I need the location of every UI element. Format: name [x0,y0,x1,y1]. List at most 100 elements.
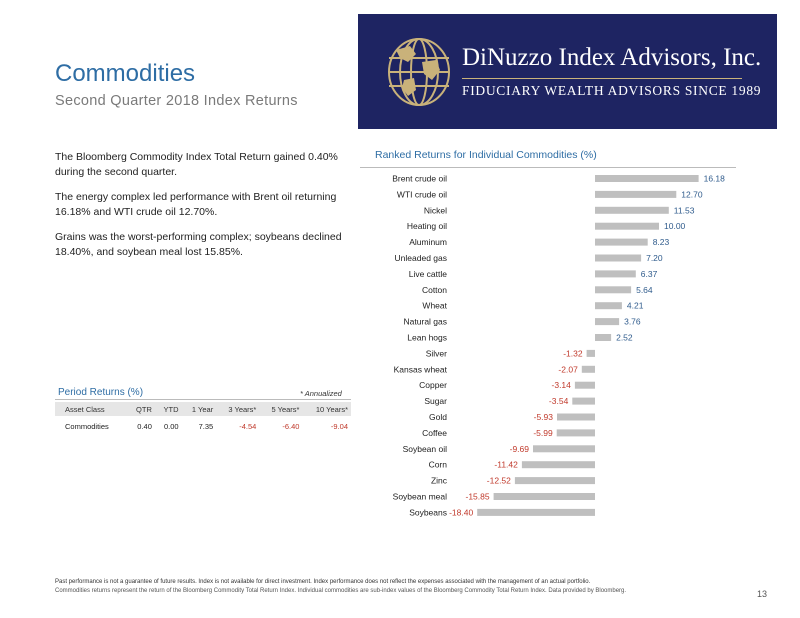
bar-heating-oil [595,222,659,230]
value-label-soybean-oil: -9.69 [510,444,530,454]
bar-gold [557,413,595,421]
header-10-years: 10 Years* [302,402,351,416]
category-label-kansas-wheat: Kansas wheat [394,364,448,374]
header-qtr: QTR [127,402,155,416]
value-label-coffee: -5.99 [533,428,553,438]
chart-title: Ranked Returns for Individual Commoditie… [375,149,597,161]
header-ytd: YTD [154,402,182,416]
cell-asset-class: Commodities [65,421,109,431]
value-label-wheat: 4.21 [627,301,644,311]
value-label-gold: -5.93 [534,412,554,422]
bar-wti-crude-oil [595,190,677,198]
narrative-paragraph-3: Grains was the worst-performing complex;… [55,231,342,258]
header-3-years: 3 Years* [216,402,260,416]
period-returns-title: Period Returns (%) [58,387,144,398]
cell-3-years: -4.54 [239,421,257,431]
category-label-aluminum: Aluminum [409,237,447,247]
bar-nickel [595,206,669,214]
value-label-silver: -1.32 [563,348,583,358]
bar-coffee [556,429,595,437]
cell-10-years: -9.04 [330,421,348,431]
header-5-years: 5 Years* [259,402,303,416]
bar-unleaded-gas [595,254,642,262]
chart-title-rule [360,167,736,168]
period-returns-header-row: Asset Class QTR YTD 1 Year 3 Years* 5 Ye… [55,402,351,416]
logo-divider [462,78,742,79]
category-label-coffee: Coffee [422,428,447,438]
page-number: 13 [757,589,768,599]
bar-wheat [595,302,622,310]
category-label-silver: Silver [426,348,447,358]
bar-silver [586,349,595,357]
value-label-sugar: -3.54 [549,396,569,406]
category-label-nickel: Nickel [424,205,447,215]
period-returns-table: Asset Class QTR YTD 1 Year 3 Years* 5 Ye… [55,402,351,436]
company-name: DiNuzzo Index Advisors, Inc. [462,44,762,71]
value-label-zinc: -12.52 [487,476,511,486]
disclaimer-line-2: Commodities returns represent the return… [55,588,627,594]
company-logo-banner: DiNuzzo Index Advisors, Inc. FIDUCIARY W… [358,14,777,129]
header-asset-class: Asset Class [55,402,128,416]
category-label-corn: Corn [429,460,448,470]
bar-corn [521,461,595,469]
ranked-returns-chart: Brent crude oil 16.18 WTI crude oil 12.70 Ni… [392,174,726,518]
category-label-heating-oil: Heating oil [407,221,447,231]
category-label-live-cattle: Live cattle [409,269,448,279]
bar-natural-gas [595,318,620,326]
category-label-brent-crude-oil: Brent crude oil [392,174,447,184]
category-label-wheat: Wheat [422,301,447,311]
value-label-live-cattle: 6.37 [641,269,658,279]
category-label-unleaded-gas: Unleaded gas [395,253,447,263]
value-label-nickel: 11.53 [674,205,695,215]
table-row: Commodities 0.40 0.00 7.35 -4.54 -6.40 -… [55,416,351,436]
value-label-copper: -3.14 [552,380,572,390]
cell-qtr: 0.40 [137,421,152,431]
bar-cotton [595,286,632,294]
value-label-kansas-wheat: -2.07 [558,364,578,374]
category-label-copper: Copper [419,380,447,390]
narrative-text: The Bloomberg Commodity Index Total Retu… [55,150,345,270]
category-label-natural-gas: Natural gas [404,317,447,327]
cell-5-years: -6.40 [282,421,300,431]
bar-brent-crude-oil [595,175,699,182]
bar-soybean-meal [493,493,595,500]
period-returns-rule [55,399,351,400]
category-label-gold: Gold [429,412,447,422]
category-label-zinc: Zinc [431,476,448,486]
cell-ytd: 0.00 [163,421,179,431]
value-label-natural-gas: 3.76 [624,317,641,327]
page-subtitle: Second Quarter 2018 Index Returns [55,93,298,109]
header-1-year: 1 Year [181,402,217,416]
value-label-soybean-meal: -15.85 [465,492,489,502]
value-label-heating-oil: 10.00 [664,221,686,231]
value-label-cotton: 5.64 [636,285,653,295]
narrative-paragraph-2: The energy complex led performance with … [55,191,337,218]
bar-kansas-wheat [581,365,595,373]
category-label-wti-crude-oil: WTI crude oil [397,189,447,199]
bar-zinc [514,477,595,485]
disclaimer-line-1: Past performance is not a guarantee of f… [55,579,591,585]
footer-disclaimer: Past performance is not a guarantee of f… [55,578,745,596]
value-label-unleaded-gas: 7.20 [646,253,663,263]
value-label-aluminum: 8.23 [653,237,670,247]
bar-soybean-oil [533,445,595,453]
value-label-corn: -11.42 [494,460,518,470]
bar-aluminum [595,238,648,246]
bar-copper [574,381,595,389]
value-label-lean-hogs: 2.52 [616,333,633,343]
value-label-brent-crude-oil: 16.18 [704,174,726,184]
value-label-soybeans: -18.40 [449,507,473,517]
category-label-sugar: Sugar [424,396,447,406]
bar-sugar [572,397,595,405]
category-label-soybeans: Soybeans [409,507,447,517]
page-title: Commodities [55,60,196,87]
value-label-wti-crude-oil: 12.70 [681,189,703,199]
bar-soybeans [477,508,595,516]
category-label-soybean-meal: Soybean meal [393,492,447,502]
cell-1-year: 7.35 [198,421,214,431]
category-label-lean-hogs: Lean hogs [407,333,447,343]
annualized-note: * Annualized [300,389,342,398]
company-tagline: FIDUCIARY WEALTH ADVISORS SINCE 1989 [462,83,762,98]
globe-logo-icon [388,38,450,106]
category-label-soybean-oil: Soybean oil [403,444,448,454]
